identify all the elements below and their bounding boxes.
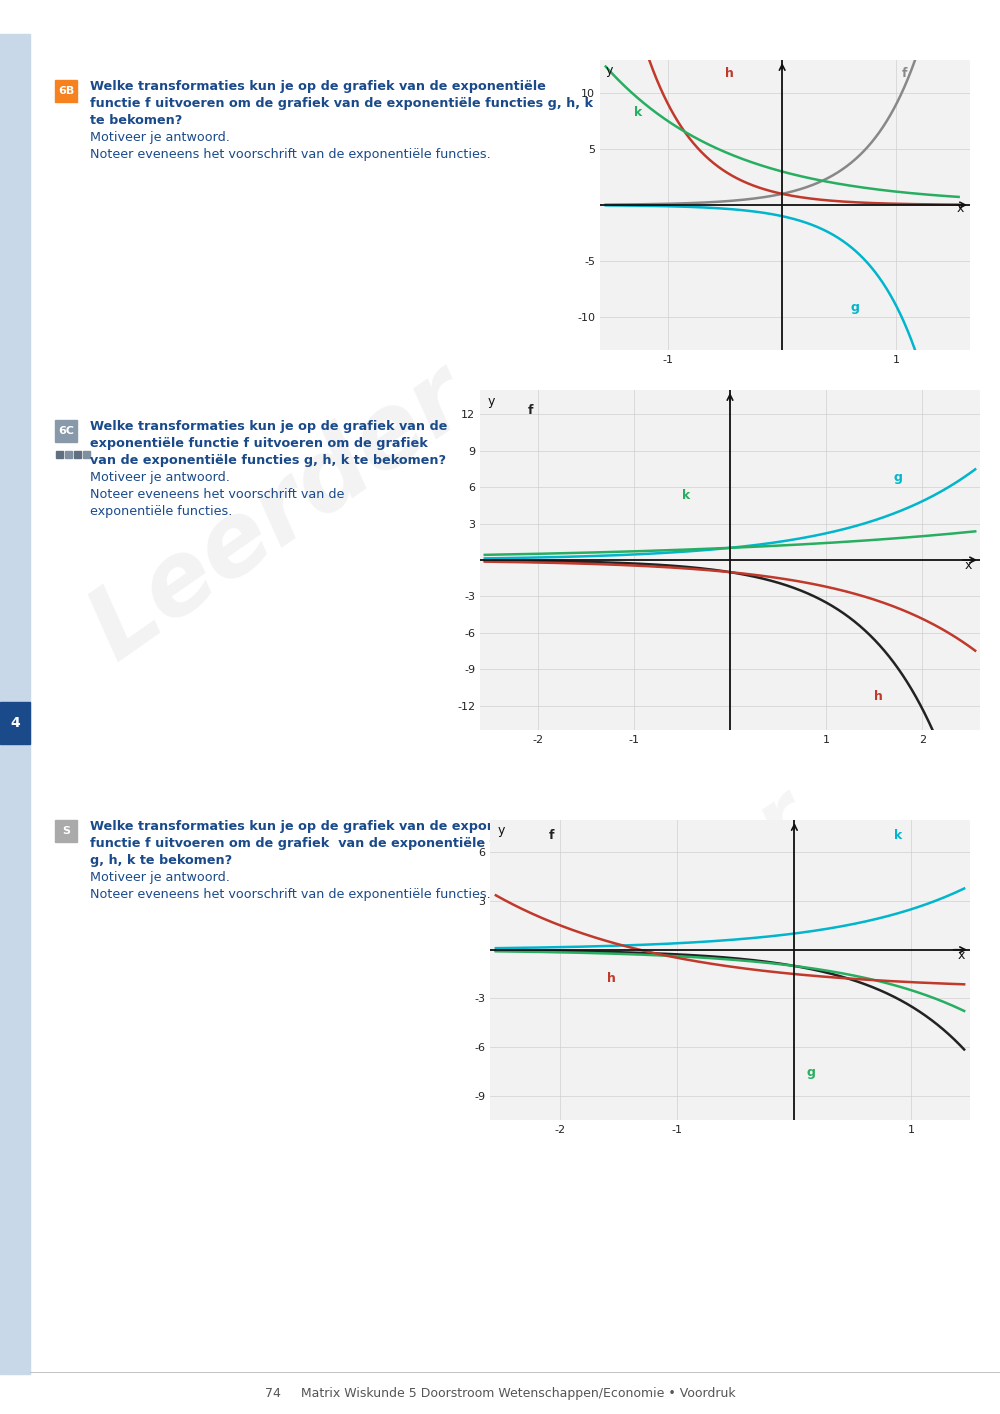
Bar bbox=[83, 451, 90, 458]
Text: 4: 4 bbox=[10, 715, 20, 730]
Text: functie f uitvoeren om de grafiek van de exponentiële functies g, h, k: functie f uitvoeren om de grafiek van de… bbox=[90, 98, 593, 110]
Text: Motiveer je antwoord.: Motiveer je antwoord. bbox=[90, 871, 230, 884]
Bar bbox=[0, 34, 30, 1374]
Text: Noteer eveneens het voorschrift van de: Noteer eveneens het voorschrift van de bbox=[90, 488, 344, 501]
Text: h: h bbox=[725, 66, 734, 79]
Text: Motiveer je antwoord.: Motiveer je antwoord. bbox=[90, 132, 230, 144]
Text: functie f uitvoeren om de grafiek  van de exponentiële functies: functie f uitvoeren om de grafiek van de… bbox=[90, 837, 548, 850]
Text: 74     Matrix Wiskunde 5 Doorstroom Wetenschappen/Economie • Voordruk: 74 Matrix Wiskunde 5 Doorstroom Wetensch… bbox=[265, 1387, 735, 1400]
Text: exponentiële functie f uitvoeren om de grafiek: exponentiële functie f uitvoeren om de g… bbox=[90, 437, 428, 450]
Text: exponentiële functies.: exponentiële functies. bbox=[90, 505, 232, 518]
Text: Motiveer je antwoord.: Motiveer je antwoord. bbox=[90, 471, 230, 484]
Text: Leerder: Leerder bbox=[477, 776, 823, 1052]
Text: 6B: 6B bbox=[58, 86, 74, 96]
Bar bbox=[55, 820, 77, 841]
Bar bbox=[74, 451, 81, 458]
Bar bbox=[55, 81, 77, 102]
Text: h: h bbox=[607, 973, 616, 986]
Text: x: x bbox=[957, 202, 964, 215]
Bar bbox=[55, 420, 77, 443]
Text: k: k bbox=[682, 489, 690, 502]
Text: x: x bbox=[965, 559, 972, 571]
Text: f: f bbox=[528, 404, 534, 417]
Text: te bekomen?: te bekomen? bbox=[90, 115, 182, 127]
Text: h: h bbox=[874, 690, 883, 703]
Text: Leerder: Leerder bbox=[73, 349, 487, 679]
Text: y: y bbox=[606, 65, 613, 78]
Text: f: f bbox=[549, 830, 554, 843]
Text: Welke transformaties kun je op de grafiek van de exponentiële: Welke transformaties kun je op de grafie… bbox=[90, 81, 546, 93]
Text: k: k bbox=[894, 830, 902, 843]
Bar bbox=[0, 701, 30, 744]
Text: 6C: 6C bbox=[58, 426, 74, 436]
Bar bbox=[56, 451, 63, 458]
Text: y: y bbox=[488, 395, 495, 409]
Text: van de exponentiële functies g, h, k te bekomen?: van de exponentiële functies g, h, k te … bbox=[90, 454, 446, 467]
Text: Welke transformaties kun je op de grafiek van de exponentiële: Welke transformaties kun je op de grafie… bbox=[90, 820, 546, 833]
Text: g, h, k te bekomen?: g, h, k te bekomen? bbox=[90, 854, 232, 867]
Text: g: g bbox=[806, 1066, 815, 1079]
Text: f: f bbox=[902, 66, 907, 79]
Bar bbox=[65, 451, 72, 458]
Text: Welke transformaties kun je op de grafiek van de: Welke transformaties kun je op de grafie… bbox=[90, 420, 447, 433]
Text: y: y bbox=[497, 824, 505, 837]
Text: S: S bbox=[62, 826, 70, 836]
Text: Noteer eveneens het voorschrift van de exponentiële functies.: Noteer eveneens het voorschrift van de e… bbox=[90, 148, 491, 161]
Text: Noteer eveneens het voorschrift van de exponentiële functies.: Noteer eveneens het voorschrift van de e… bbox=[90, 888, 491, 901]
Text: k: k bbox=[634, 106, 642, 119]
Text: g: g bbox=[893, 471, 902, 484]
Text: g: g bbox=[850, 301, 859, 314]
Text: x: x bbox=[957, 949, 965, 962]
